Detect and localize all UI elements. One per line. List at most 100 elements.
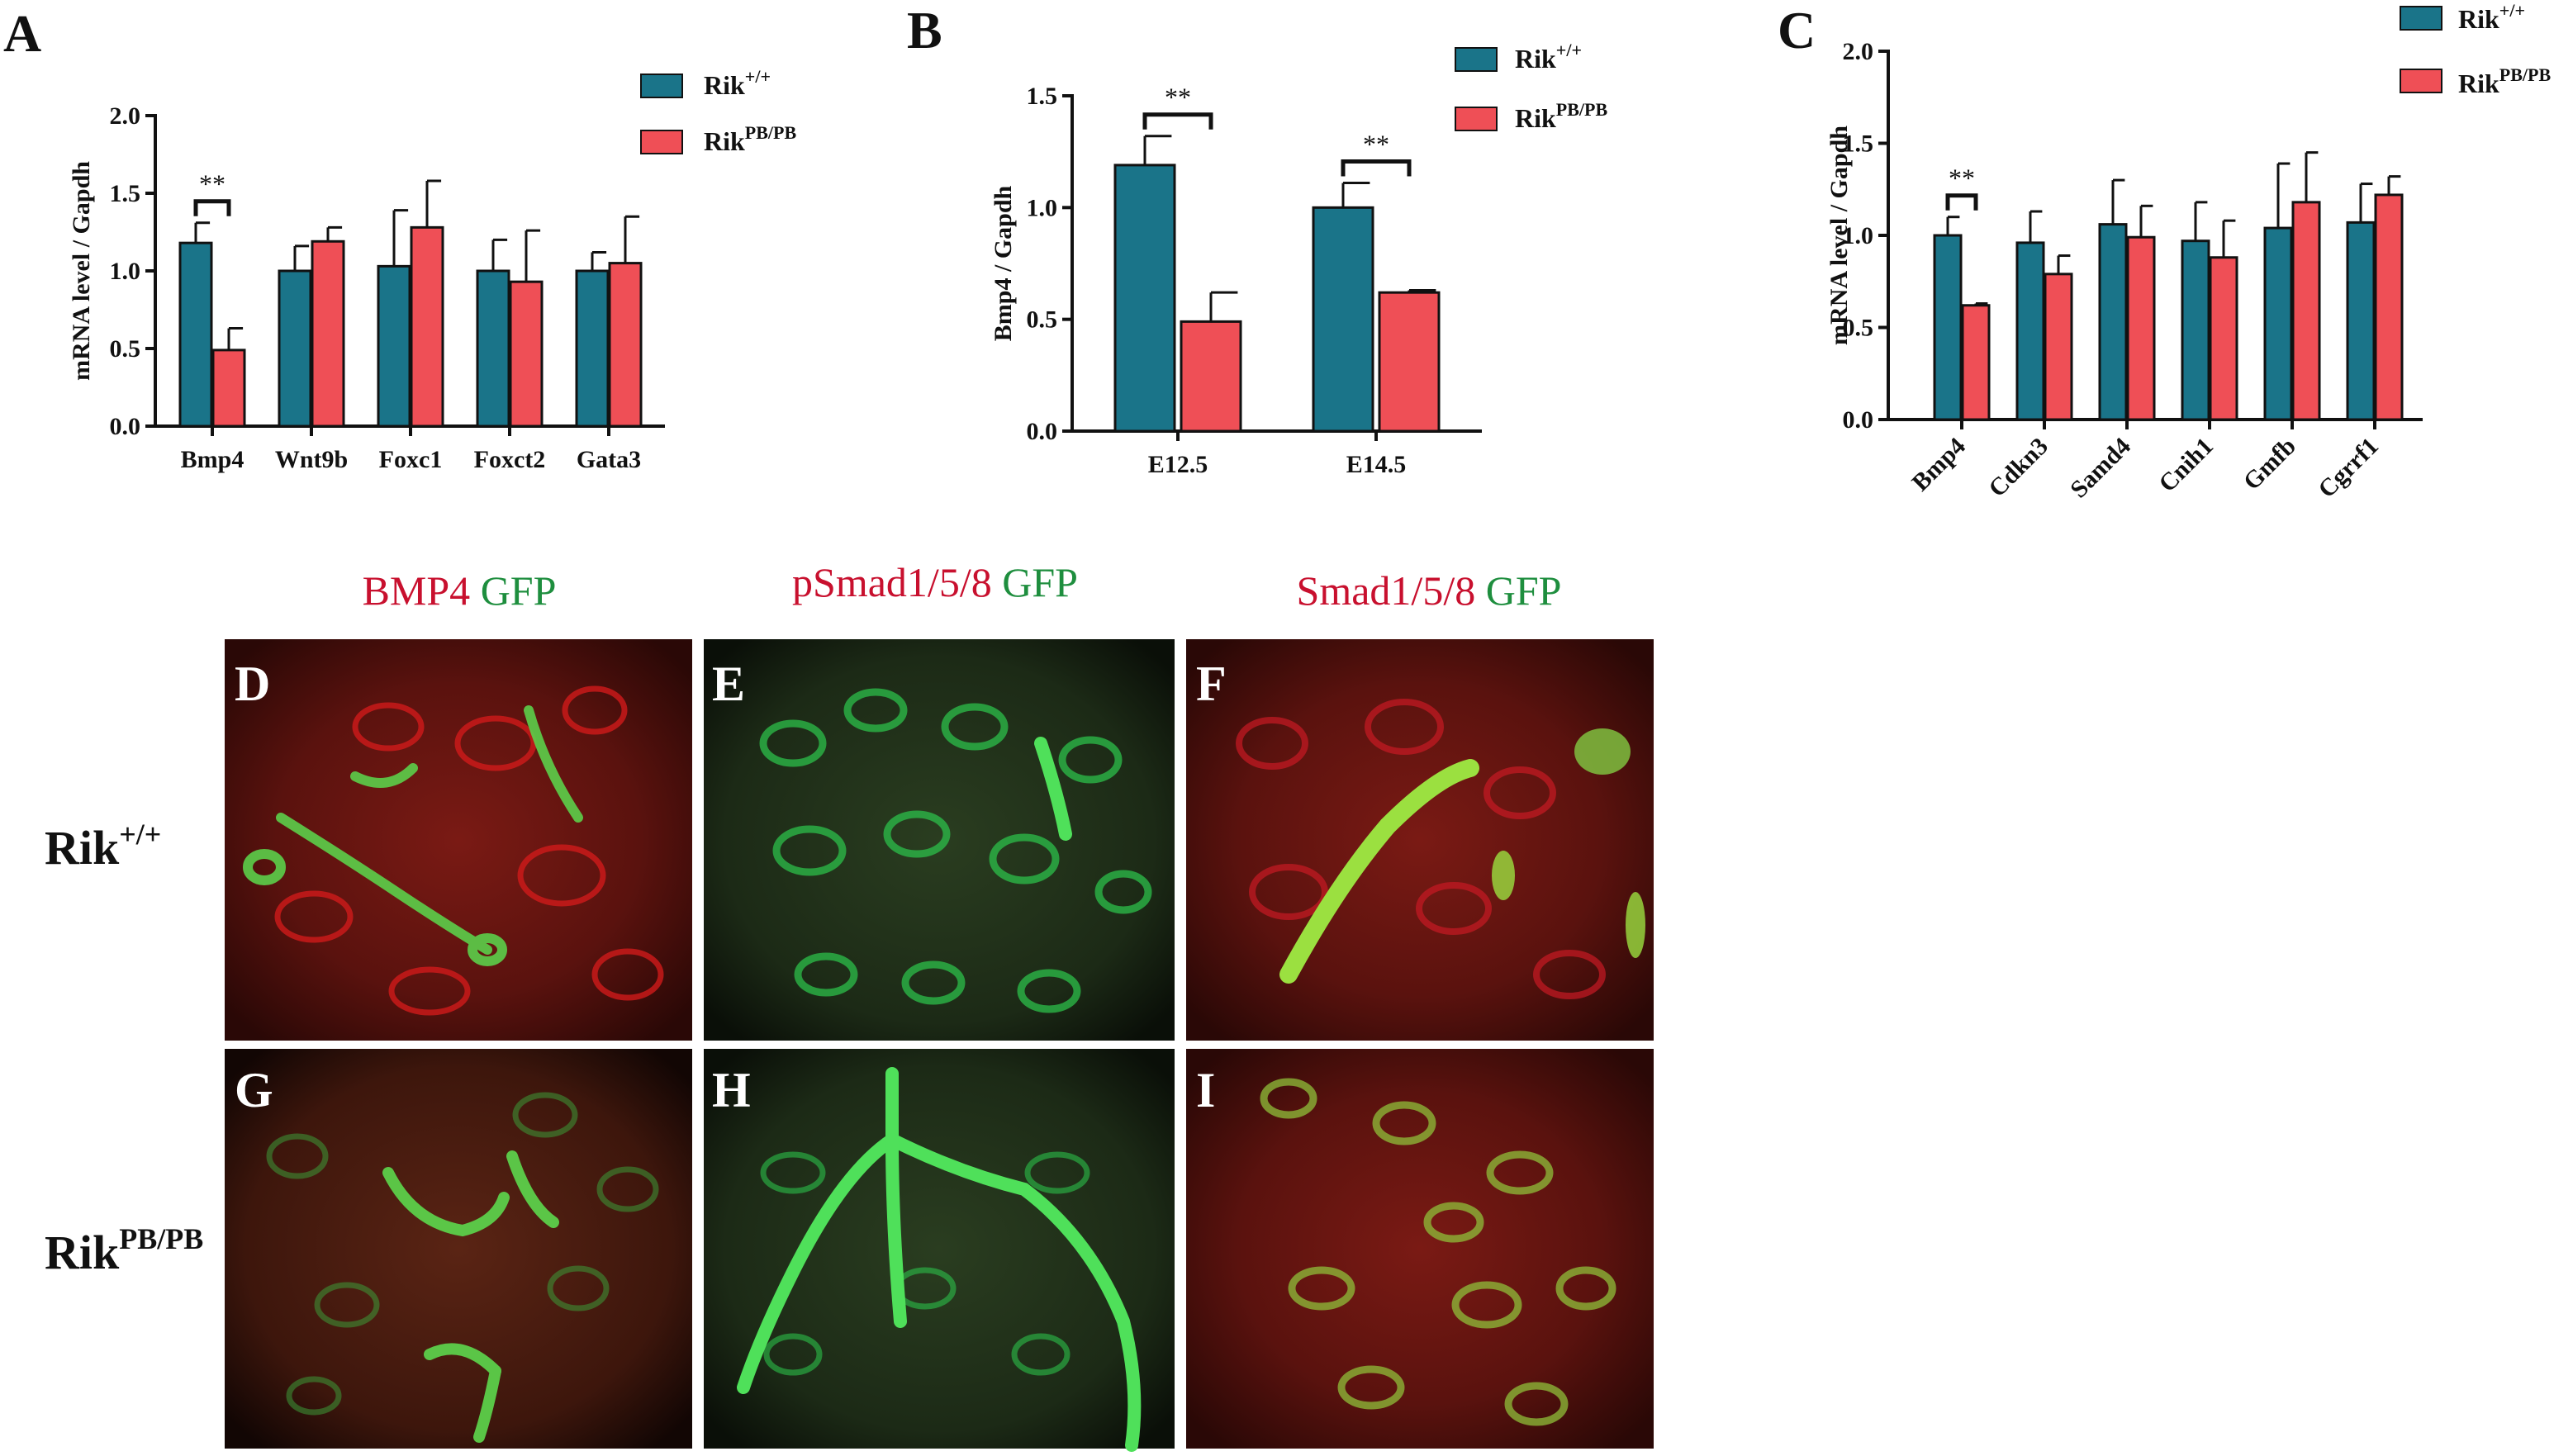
y-axis-label: mRNA level / Gapdh [68,161,95,381]
bar [2015,241,2045,421]
significance-bracket [193,199,231,216]
image-e: E [704,639,1175,1041]
y-tick-label: 1.0 [1027,194,1058,221]
y-tick-label: 1.5 [110,180,141,207]
x-tick-label: Foxc1 [379,446,443,473]
legend-label-pb: RikPB/PB [704,122,796,156]
x-tick-label: Wnt9b [275,446,348,473]
legend-label-pb: RikPB/PB [1515,99,1607,133]
y-tick-label: 1.5 [1843,130,1874,158]
panel-letter-a: A [3,4,41,63]
bar [2209,256,2238,421]
bar [476,269,510,428]
image-f: F [1186,639,1654,1041]
row-label-wt: Rik+/+ [45,818,161,875]
x-tick-label: Gata3 [577,446,641,473]
bar [1961,304,1991,421]
bar [1113,164,1176,433]
y-tick-label: 0.5 [110,335,141,363]
significance-label: ** [1165,83,1191,112]
bar [2374,193,2404,421]
bar [2346,221,2376,421]
x-tick-label: Bmp4 [181,446,244,473]
image-letter: H [712,1063,751,1117]
legend-swatch-pb [2400,69,2442,93]
legend-label-wt: Rik+/+ [704,66,771,100]
y-tick-label: 0.0 [1843,406,1874,434]
stain-green-label: GFP [1486,567,1562,614]
chart-b: 0.0 0.5 1.0 1.5 Bmp4 / Gapdh E12.5 ** E14.5 ** [990,83,1482,478]
legend-swatch-pb [640,130,683,154]
y-tick-label: 1.0 [110,258,141,285]
legend-swatch-wt [2400,6,2442,31]
legend-b: Rik+/+ RikPB/PB [1455,40,1607,133]
stain-red-label: pSmad1/5/8 [792,559,992,605]
stain-green-label: GFP [1002,559,1078,605]
bar [1180,320,1242,433]
stain-red-label: Smad1/5/8 [1297,567,1476,614]
bar [608,262,643,428]
x-tick-label: Foxct2 [474,446,546,473]
y-tick-label: 2.0 [1843,38,1874,65]
bar [211,349,246,428]
y-tick-label: 0.0 [1027,418,1058,445]
image-letter: D [235,657,270,711]
y-tick-label: 2.0 [110,102,141,130]
y-tick-label: 0.5 [1027,306,1058,334]
stain-header-psmad: pSmad1/5/8 GFP [792,559,1078,605]
bar [509,280,544,428]
bar [2263,226,2293,421]
bar [1378,291,1441,433]
stain-header-smad: Smad1/5/8 GFP [1297,567,1562,614]
panel-letter-b: B [907,1,942,59]
y-axis-label: mRNA level / Gapdh [1825,126,1853,345]
panel-letter-c: C [1778,1,1816,59]
legend-swatch-wt [640,74,683,98]
significance-label: ** [1949,164,1975,193]
legend-label-pb: RikPB/PB [2458,64,2551,98]
image-letter: F [1196,657,1227,711]
legend-label-wt: Rik+/+ [1515,40,1582,74]
x-tick-label: Gmfb [2238,433,2301,496]
significance-bracket [1341,159,1412,177]
x-tick-label: Cnih1 [2153,433,2219,498]
legend-swatch-wt [1455,47,1498,72]
image-g: G [225,1049,692,1449]
image-h: H [704,1049,1175,1452]
image-i: I [1186,1049,1654,1449]
chart-c: 0.0 0.5 1.0 1.5 2.0 mRNA level / Gapdh Bmp4 ** C… [1825,38,2423,503]
image-letter: E [712,657,745,711]
legend-label-wt: Rik+/+ [2458,0,2525,34]
stain-red-label: BMP4 [363,567,471,614]
x-tick-label: Cdkn3 [1983,433,2053,503]
x-tick-label: Bmp4 [1906,433,1971,497]
legend-c: Rik+/+ RikPB/PB [2400,0,2551,98]
significance-label: ** [1363,130,1389,159]
image-letter: I [1196,1063,1215,1117]
x-tick-label: E14.5 [1346,451,1407,478]
significance-bracket [1945,193,1978,211]
bar [278,269,312,428]
bar [1933,234,1963,421]
chart-a: 0.0 0.5 1.0 1.5 2.0 mRNA level / Gapdh Bmp4 ** W… [68,102,665,473]
y-tick-label: 0.0 [110,413,141,440]
legend-swatch-pb [1455,107,1498,131]
y-tick-label: 1.5 [1027,83,1058,110]
significance-label: ** [199,169,225,199]
bar [377,264,411,428]
bar [178,241,213,428]
y-axis-label: Bmp4 / Gapdh [990,185,1017,341]
stain-green-label: GFP [481,567,557,614]
bar [2044,273,2073,421]
bar [2098,223,2128,421]
row-label-pb: RikPB/PB [45,1222,203,1279]
bar [2181,240,2210,421]
bar [2126,235,2156,421]
image-letter: G [235,1063,273,1117]
significance-bracket [1142,112,1213,130]
y-tick-label: 0.5 [1843,315,1874,342]
bar [1312,206,1374,433]
x-tick-label: E12.5 [1148,451,1208,478]
y-tick-label: 1.0 [1843,222,1874,249]
